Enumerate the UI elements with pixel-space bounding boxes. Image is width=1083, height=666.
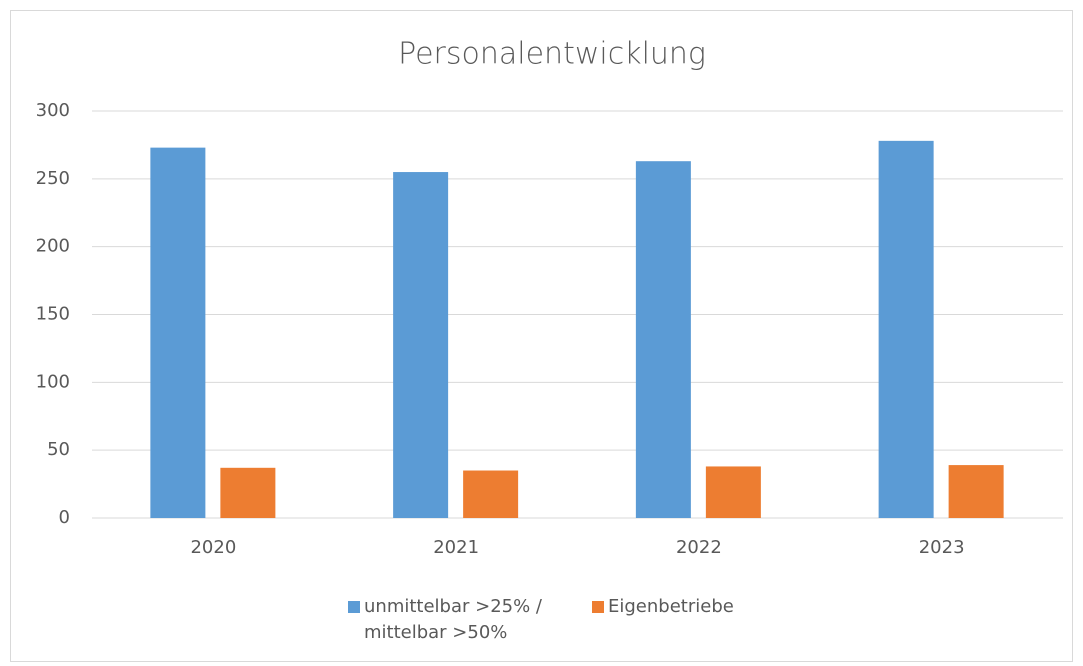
x-tick-label: 2022 bbox=[676, 537, 722, 558]
x-tick-label: 2021 bbox=[433, 537, 479, 558]
y-tick-label: 50 bbox=[47, 439, 70, 460]
legend-swatch bbox=[348, 601, 360, 613]
bar bbox=[705, 466, 761, 518]
y-tick-label: 200 bbox=[36, 236, 70, 257]
chart-title: Personalentwicklung bbox=[398, 37, 706, 72]
bar bbox=[635, 161, 691, 519]
y-tick-label: 100 bbox=[36, 371, 70, 392]
x-tick-label: 2023 bbox=[919, 537, 965, 558]
legend-item: unmittelbar >25% / mittelbar >50% bbox=[348, 594, 564, 646]
bar bbox=[878, 140, 934, 518]
bar bbox=[220, 467, 276, 518]
bar bbox=[150, 147, 206, 518]
bar bbox=[463, 470, 519, 518]
x-tick-label: 2020 bbox=[190, 537, 236, 558]
legend: unmittelbar >25% / mittelbar >50% Eigenbe… bbox=[348, 594, 734, 646]
y-tick-label: 150 bbox=[36, 304, 70, 325]
bar bbox=[393, 172, 449, 519]
legend-label: Eigenbetriebe bbox=[608, 596, 734, 617]
legend-label: unmittelbar >25% / mittelbar >50% bbox=[364, 596, 542, 643]
legend-swatch bbox=[592, 601, 604, 613]
y-tick-label: 250 bbox=[36, 168, 70, 189]
y-tick-label: 300 bbox=[36, 100, 70, 121]
y-tick-label: 0 bbox=[59, 507, 70, 528]
legend-item: Eigenbetriebe bbox=[592, 594, 734, 646]
bar bbox=[948, 465, 1004, 518]
